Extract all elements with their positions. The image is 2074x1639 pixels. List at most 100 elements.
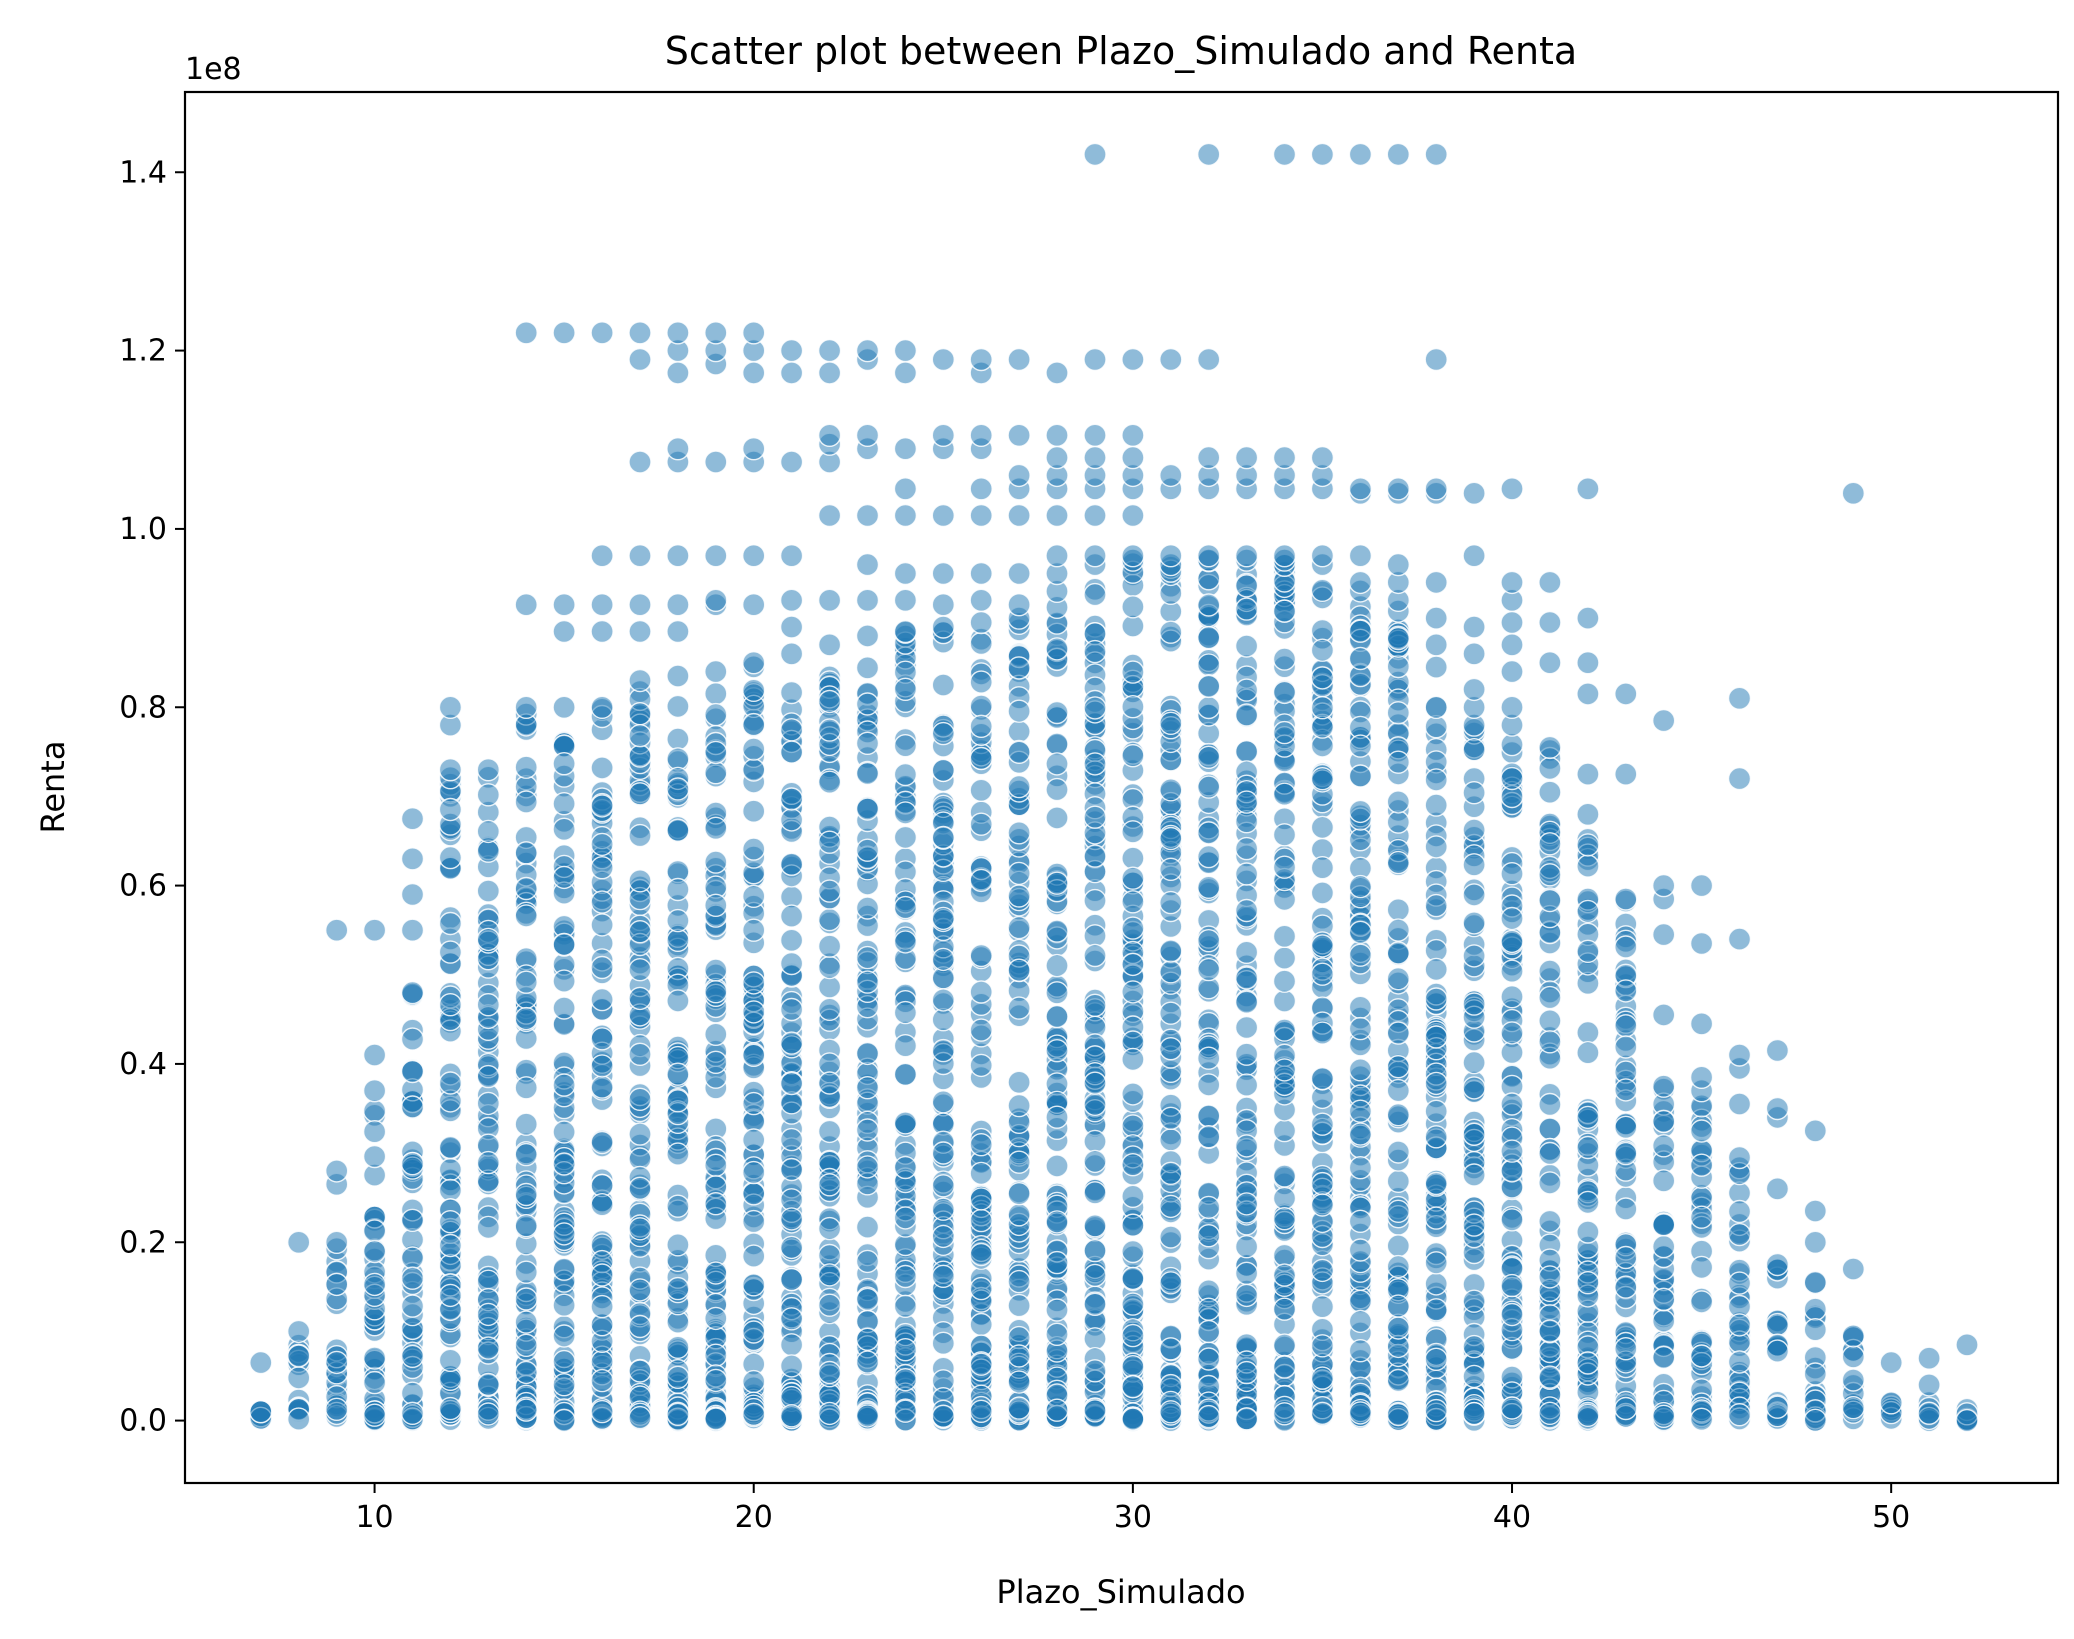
scatter-point — [628, 619, 652, 644]
scatter-point — [1007, 347, 1031, 372]
scatter-point — [1196, 445, 1221, 470]
scatter-point — [552, 752, 576, 776]
scatter-point — [1576, 1105, 1600, 1130]
scatter-point — [1424, 715, 1448, 739]
scatter-point — [287, 1366, 311, 1390]
scatter-point — [779, 361, 804, 385]
scatter-point — [1234, 703, 1259, 727]
scatter-point — [1614, 1336, 1638, 1361]
scatter-point — [1310, 445, 1335, 470]
scatter-point — [817, 633, 842, 657]
scatter-point — [1538, 1339, 1562, 1364]
scatter-point — [1045, 423, 1069, 447]
scatter-point — [438, 1253, 463, 1278]
scatter-point — [1803, 1119, 1828, 1143]
scatter-point — [1386, 1102, 1411, 1127]
scatter-point — [1196, 775, 1221, 799]
scatter-point — [666, 747, 690, 771]
scatter-point — [590, 1368, 614, 1393]
scatter-point — [590, 1075, 614, 1099]
scatter-point — [1007, 1370, 1031, 1394]
scatter-point — [1159, 778, 1183, 802]
scatter-point — [969, 1132, 993, 1157]
scatter-point — [1234, 1407, 1259, 1431]
scatter-point — [855, 624, 880, 648]
scatter-point — [1159, 1400, 1183, 1424]
scatter-point — [1196, 1073, 1221, 1097]
scatter-point — [1576, 939, 1600, 963]
scatter-point — [931, 423, 955, 447]
scatter-point — [1234, 544, 1259, 568]
scatter-point — [893, 762, 918, 787]
scatter-point — [779, 1354, 804, 1378]
scatter-point — [476, 783, 500, 807]
scatter-point — [628, 1122, 652, 1146]
scatter-point — [1462, 1076, 1486, 1100]
scatter-point — [1500, 1159, 1524, 1183]
scatter-point — [400, 882, 425, 907]
scatter-point — [969, 778, 993, 802]
scatter-point — [1272, 1333, 1297, 1357]
scatter-point — [1045, 919, 1069, 943]
scatter-point — [1310, 142, 1335, 167]
scatter-point — [1386, 850, 1411, 875]
scatter-point — [1310, 934, 1335, 958]
scatter-point — [1196, 875, 1221, 899]
scatter-point — [666, 1194, 690, 1218]
scatter-point — [628, 823, 652, 848]
scatter-point — [1841, 1257, 1866, 1281]
scatter-point — [931, 1174, 955, 1198]
scatter-point — [1045, 871, 1069, 895]
scatter-point — [1614, 1078, 1638, 1102]
scatter-point — [438, 845, 463, 870]
scatter-point — [287, 1407, 311, 1431]
y-tick-label: 1.0 — [119, 512, 167, 547]
scatter-point — [1310, 1021, 1335, 1045]
scatter-point — [1121, 595, 1145, 619]
scatter-point — [779, 680, 804, 705]
scatter-point — [1462, 1122, 1486, 1147]
scatter-point — [1045, 1004, 1069, 1029]
scatter-point — [855, 761, 880, 786]
scatter-point — [628, 1314, 652, 1339]
scatter-point — [362, 1403, 387, 1427]
scatter-point — [779, 1267, 804, 1292]
scatter-point — [1121, 1239, 1145, 1264]
scatter-point — [704, 682, 728, 706]
scatter-point — [779, 642, 804, 666]
scatter-point — [1917, 1346, 1941, 1370]
scatter-point — [1159, 1036, 1183, 1061]
scatter-point — [1424, 606, 1448, 630]
scatter-point — [666, 664, 690, 688]
scatter-point — [1651, 873, 1676, 898]
scatter-point — [1083, 993, 1107, 1017]
scatter-point — [1196, 745, 1221, 769]
scatter-point — [1803, 1199, 1828, 1223]
scatter-point — [1121, 980, 1145, 1004]
scatter-point — [1538, 1265, 1562, 1289]
scatter-point — [1348, 1155, 1373, 1180]
scatter-point — [400, 847, 425, 871]
scatter-point — [628, 347, 652, 372]
scatter-point — [1386, 1402, 1411, 1427]
scatter-point — [1841, 1345, 1866, 1369]
scatter-point — [1386, 142, 1411, 167]
scatter-point — [590, 856, 614, 880]
scatter-point — [1614, 762, 1638, 786]
scatter-point — [1614, 1197, 1638, 1221]
scatter-point — [1045, 953, 1069, 978]
scatter-point — [817, 907, 842, 932]
scatter-point — [1196, 821, 1221, 845]
scatter-point — [400, 1027, 425, 1051]
scatter-point — [400, 1344, 425, 1369]
scatter-point — [855, 423, 880, 447]
scatter-point — [514, 904, 538, 928]
scatter-point — [855, 731, 880, 755]
scatter-point — [1500, 1021, 1524, 1045]
scatter-point — [1121, 1184, 1145, 1209]
scatter-point — [1272, 445, 1297, 470]
scatter-point — [1083, 752, 1107, 776]
scatter-point — [855, 1041, 880, 1066]
scatter-point — [628, 744, 652, 768]
scatter-point — [628, 1042, 652, 1067]
